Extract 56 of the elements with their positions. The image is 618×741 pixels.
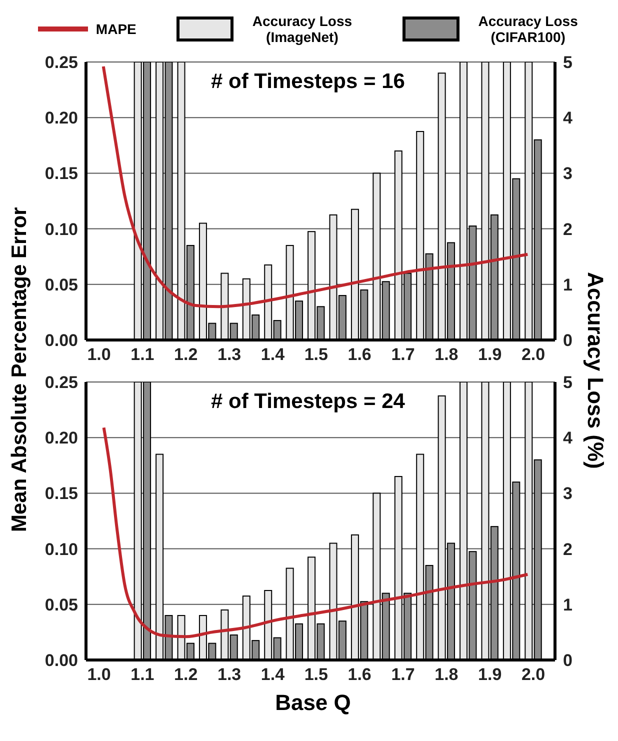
y2-tick-label: 4: [563, 108, 573, 128]
y2-tick-label: 3: [563, 164, 572, 184]
x-tick-label: 1.8: [434, 345, 458, 364]
y2-tick-label: 1: [563, 595, 572, 614]
x-tick-label: 1.4: [260, 345, 286, 364]
x-tick-label: 1.1: [130, 665, 154, 684]
annotation: # of Timesteps = 24: [205, 388, 411, 415]
y-tick-label: 0.15: [44, 164, 78, 184]
x-tick-label: 1.3: [217, 665, 242, 684]
legend-label: Accuracy Loss (CIFAR100): [477, 13, 579, 45]
y-tick-label: 0.10: [44, 220, 78, 239]
y-tick-label: 0.25: [44, 53, 78, 72]
y2-tick-label: 0: [563, 651, 572, 670]
y2-tick-label: 5: [563, 373, 572, 392]
y-tick-label: 0.10: [44, 540, 78, 559]
y2-tick-label: 0: [563, 331, 572, 350]
x-tick-label: 1.2: [174, 665, 198, 684]
annotation: # of Timesteps = 16: [205, 68, 411, 95]
y-tick-label: 0.00: [44, 331, 78, 350]
x-tick-label: 1.0: [87, 665, 111, 684]
x-tick-label: 1.5: [304, 665, 328, 684]
x-tick-label: 1.1: [130, 345, 154, 364]
y-tick-label: 0.05: [44, 275, 78, 294]
y-tick-label: 0.05: [44, 595, 78, 614]
x-tick-label: 1.7: [391, 665, 415, 684]
y2-axis-title: Accuracy Loss (%): [582, 270, 608, 470]
y-tick-label: 0.15: [44, 484, 78, 504]
y-axis-title: Mean Absolute Percentage Error: [8, 206, 32, 534]
y2-tick-label: 5: [563, 53, 572, 72]
x-tick-label: 1.6: [348, 665, 372, 684]
x-tick-label: 1.3: [217, 345, 242, 364]
x-tick-label: 1.8: [434, 665, 458, 684]
x-tick-label: 2.0: [521, 665, 546, 684]
y-tick-label: 0.20: [44, 108, 78, 128]
x-tick-label: 1.9: [478, 345, 502, 364]
x-tick-label: 1.5: [304, 345, 328, 364]
x-tick-label: 1.6: [348, 345, 372, 364]
x-tick-label: 1.4: [260, 665, 286, 684]
x-tick-label: 1.9: [478, 665, 502, 684]
y-tick-label: 0.20: [44, 428, 78, 448]
y-tick-label: 0.25: [44, 373, 78, 392]
y2-tick-label: 3: [563, 484, 572, 504]
x-tick-label: 2.0: [521, 345, 546, 364]
y2-tick-label: 1: [563, 275, 572, 294]
x-axis-title: Base Q: [274, 690, 352, 716]
line-series: [102, 426, 530, 638]
y2-tick-label: 2: [563, 540, 572, 559]
legend-label: MAPE: [96, 21, 136, 37]
y-tick-label: 0.00: [44, 651, 78, 670]
line-series: [102, 64, 530, 308]
x-tick-label: 1.7: [391, 345, 415, 364]
x-tick-label: 1.0: [87, 345, 111, 364]
y2-tick-label: 2: [563, 220, 572, 239]
y2-tick-label: 4: [563, 428, 573, 448]
legend-label: Accuracy Loss (ImageNet): [251, 13, 354, 45]
x-tick-label: 1.2: [174, 345, 198, 364]
